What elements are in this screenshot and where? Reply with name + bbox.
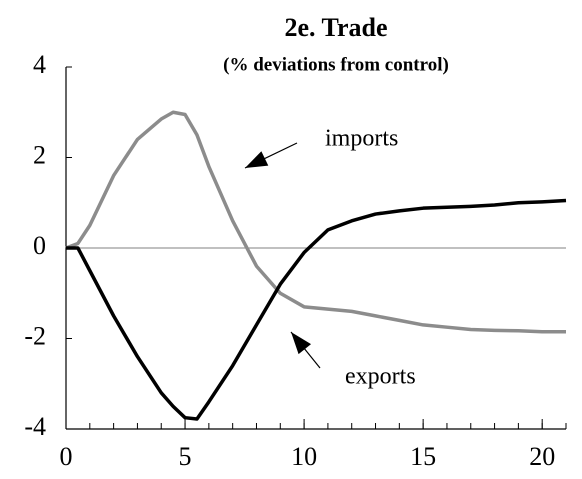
x-tick-label: 15: [410, 442, 436, 471]
x-tick-label: 0: [60, 442, 73, 471]
y-tick-label: 4: [33, 50, 46, 79]
arrow-head: [291, 332, 312, 355]
series-line: [66, 198, 567, 421]
x-tick-label: 10: [291, 442, 317, 471]
y-tick-label: 0: [33, 231, 46, 260]
x-tick-label: 20: [529, 442, 555, 471]
y-tick-label: 2: [33, 140, 46, 169]
series-label: imports: [325, 126, 398, 152]
series-line: [65, 110, 566, 334]
y-tick-label: -4: [24, 412, 46, 441]
y-tick-label: -2: [24, 321, 46, 350]
x-tick-label: 5: [179, 442, 192, 471]
arrow-head: [245, 151, 269, 168]
chart-subtitle: (% deviations from control): [223, 54, 449, 75]
chart-title: 2e. Trade: [284, 13, 387, 42]
series-label: exports: [345, 364, 416, 390]
